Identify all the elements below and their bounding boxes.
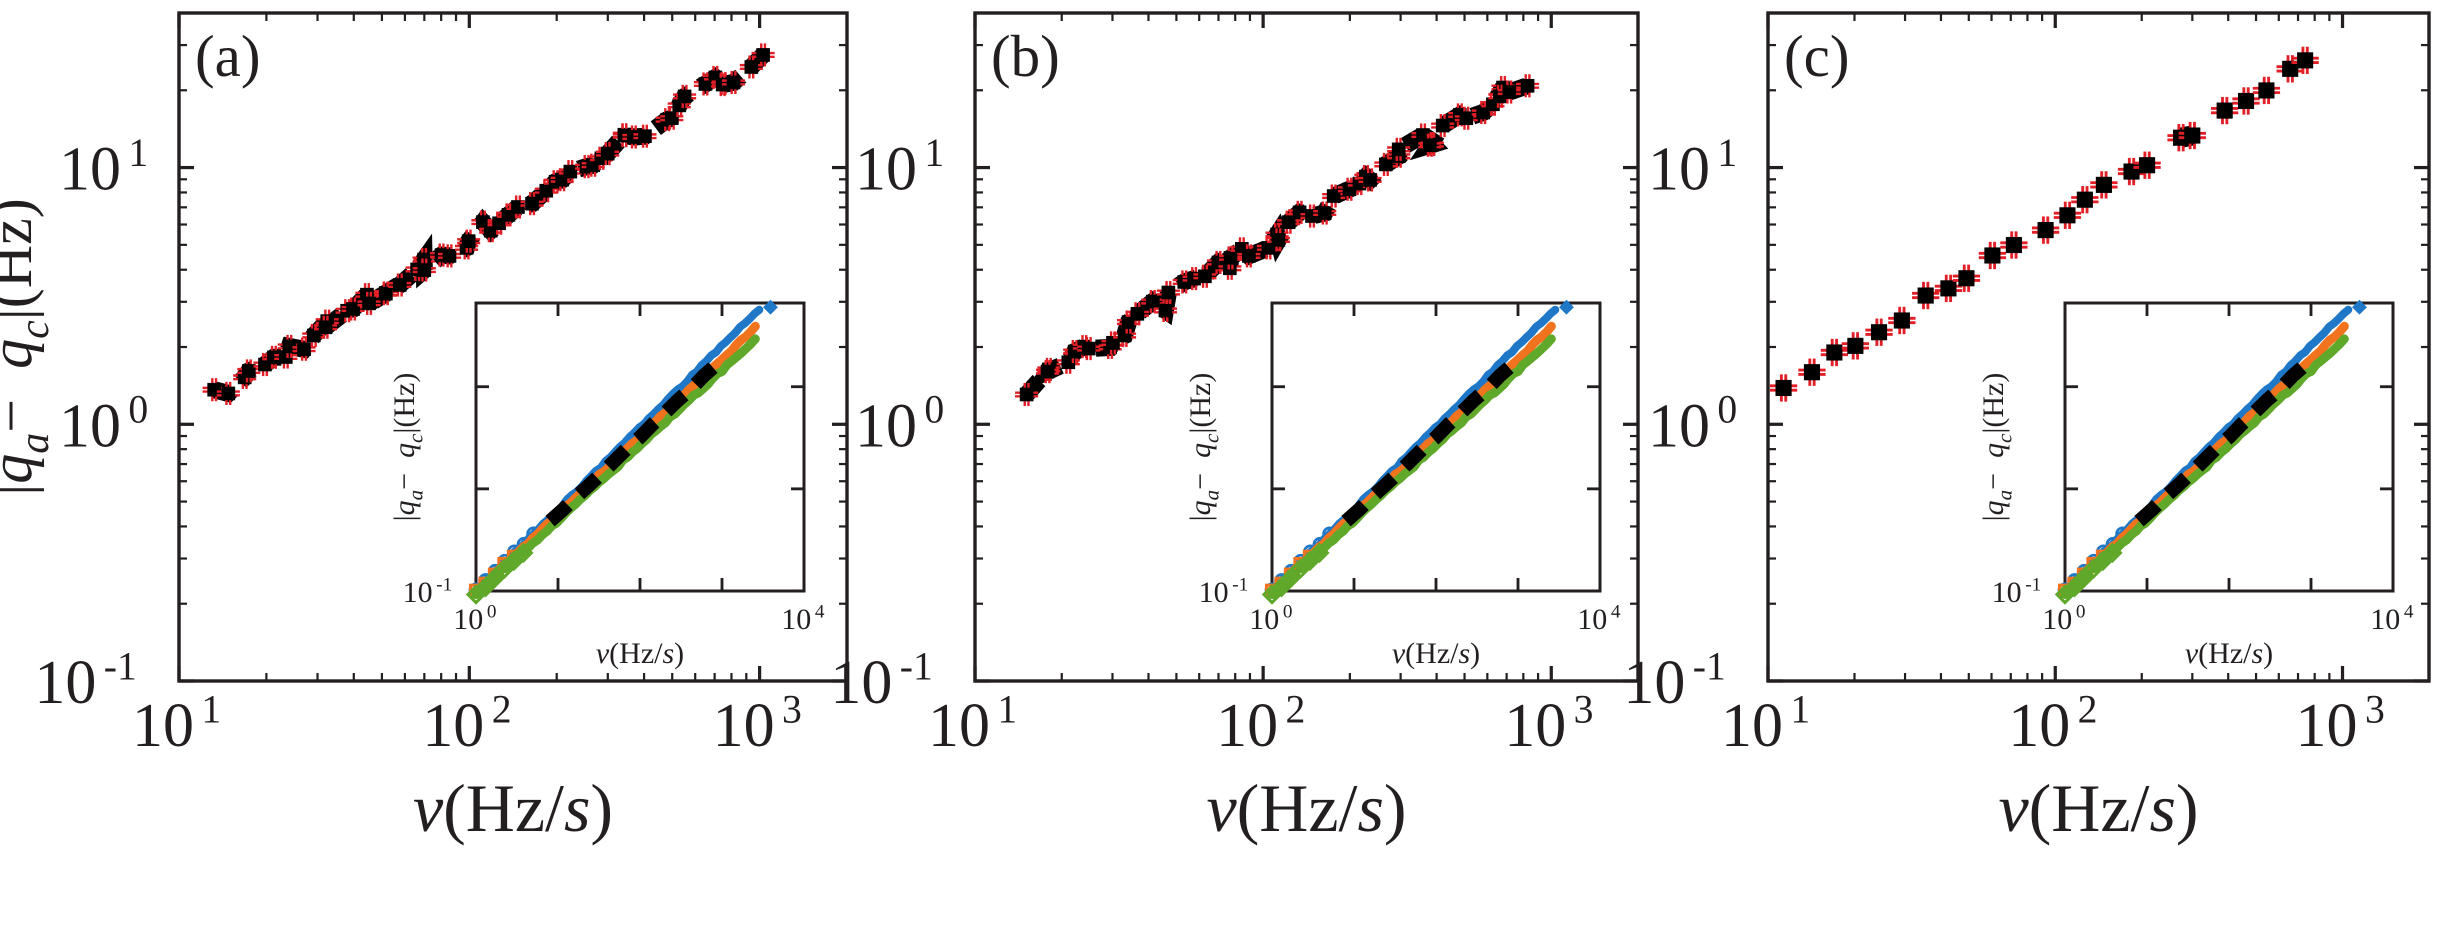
svg-text:s: s — [2251, 637, 2263, 670]
svg-text:c: c — [12, 320, 58, 339]
svg-text:): ) — [1384, 770, 1407, 846]
svg-text:−: − — [1184, 473, 1217, 490]
svg-text:10: 10 — [1216, 692, 1278, 760]
svg-text:10: 10 — [453, 603, 483, 636]
svg-text:): ) — [590, 770, 613, 846]
svg-text:10: 10 — [1623, 649, 1685, 717]
svg-text:1: 1 — [201, 687, 221, 731]
svg-text:0: 0 — [924, 388, 944, 432]
svg-text:-1: -1 — [2025, 575, 2041, 596]
svg-text:10: 10 — [2296, 692, 2358, 760]
svg-text:q: q — [388, 500, 421, 515]
svg-text:s: s — [2149, 770, 2175, 846]
svg-text:1: 1 — [128, 131, 148, 175]
svg-text:10: 10 — [1721, 692, 1783, 760]
svg-text:v: v — [596, 637, 610, 670]
svg-text:(Hz): (Hz) — [388, 373, 421, 428]
svg-text:(Hz/: (Hz/ — [1405, 637, 1459, 670]
svg-text:10: 10 — [830, 649, 892, 717]
svg-text:1: 1 — [997, 687, 1017, 731]
svg-text:0: 0 — [128, 388, 148, 432]
svg-text:1: 1 — [1790, 687, 1810, 731]
svg-text:1: 1 — [1717, 131, 1737, 175]
svg-text:q: q — [1977, 443, 2010, 458]
svg-text:-1: -1 — [1232, 575, 1248, 596]
svg-text:0: 0 — [2076, 602, 2086, 623]
svg-text:s: s — [564, 770, 590, 846]
svg-text:10: 10 — [59, 136, 121, 204]
svg-text:): ) — [674, 637, 684, 670]
svg-text:10: 10 — [2008, 692, 2070, 760]
svg-text:10: 10 — [1504, 692, 1566, 760]
svg-text:10: 10 — [59, 392, 121, 460]
svg-text:a: a — [403, 490, 427, 501]
svg-text:a: a — [12, 433, 58, 454]
svg-text:10: 10 — [1199, 576, 1229, 609]
svg-text:−: − — [0, 399, 44, 433]
svg-text:10: 10 — [855, 136, 917, 204]
svg-text:0: 0 — [487, 602, 497, 623]
svg-text:v: v — [1392, 637, 1406, 670]
svg-text:): ) — [2176, 770, 2199, 846]
svg-text:q: q — [1977, 500, 2010, 515]
svg-text:a: a — [1992, 490, 2016, 501]
svg-text:2: 2 — [492, 687, 512, 731]
svg-text:-1: -1 — [436, 575, 452, 596]
svg-text:v: v — [1206, 770, 1237, 846]
svg-text:(Hz): (Hz) — [1184, 373, 1217, 428]
svg-text:(Hz/: (Hz/ — [1237, 770, 1358, 846]
svg-text:2: 2 — [1286, 687, 1306, 731]
svg-text:(Hz/: (Hz/ — [443, 770, 564, 846]
svg-text:q: q — [0, 339, 44, 369]
svg-text:(Hz/: (Hz/ — [2198, 637, 2252, 670]
svg-text:q: q — [388, 443, 421, 458]
svg-text:): ) — [2263, 637, 2273, 670]
svg-text:q: q — [1184, 500, 1217, 515]
svg-text:q: q — [0, 454, 44, 484]
svg-text:0: 0 — [1717, 388, 1737, 432]
svg-text:-1: -1 — [900, 644, 933, 688]
svg-text:s: s — [1357, 770, 1383, 846]
svg-text:0: 0 — [1283, 602, 1293, 623]
svg-text:v: v — [1998, 770, 2029, 846]
svg-text:10: 10 — [2042, 603, 2072, 636]
svg-text:−: − — [1977, 473, 2010, 490]
svg-text:(Hz): (Hz) — [1977, 373, 2010, 428]
svg-text:(Hz/: (Hz/ — [609, 637, 663, 670]
svg-text:-1: -1 — [1693, 644, 1726, 688]
svg-text:-1: -1 — [104, 644, 137, 688]
svg-text:10: 10 — [1648, 136, 1710, 204]
svg-text:(b): (b) — [991, 23, 1060, 89]
svg-text:4: 4 — [2404, 602, 2414, 623]
svg-text:): ) — [1470, 637, 1480, 670]
svg-text:10: 10 — [1249, 603, 1279, 636]
svg-text:a: a — [1199, 490, 1223, 501]
svg-text:10: 10 — [713, 692, 775, 760]
svg-text:(a): (a) — [195, 23, 260, 89]
svg-text:s: s — [662, 637, 674, 670]
svg-text:q: q — [1184, 443, 1217, 458]
svg-text:3: 3 — [2365, 687, 2385, 731]
svg-text:v: v — [2185, 637, 2199, 670]
svg-text:(Hz/: (Hz/ — [2029, 770, 2150, 846]
svg-text:(Hz): (Hz) — [0, 198, 44, 308]
svg-text:s: s — [1458, 637, 1470, 670]
svg-text:v: v — [413, 770, 444, 846]
svg-text:10: 10 — [422, 692, 484, 760]
svg-text:10: 10 — [34, 649, 96, 717]
svg-text:|: | — [0, 484, 44, 496]
svg-text:10: 10 — [1648, 392, 1710, 460]
svg-text:10: 10 — [403, 576, 433, 609]
svg-text:|: | — [0, 308, 44, 320]
svg-text:10: 10 — [132, 692, 194, 760]
svg-text:10: 10 — [928, 692, 990, 760]
svg-text:1: 1 — [924, 131, 944, 175]
svg-text:10: 10 — [1992, 576, 2022, 609]
svg-text:10: 10 — [855, 392, 917, 460]
svg-text:10: 10 — [2370, 603, 2400, 636]
svg-text:−: − — [388, 473, 421, 490]
svg-text:2: 2 — [2078, 687, 2098, 731]
svg-text:(c): (c) — [1784, 23, 1849, 89]
